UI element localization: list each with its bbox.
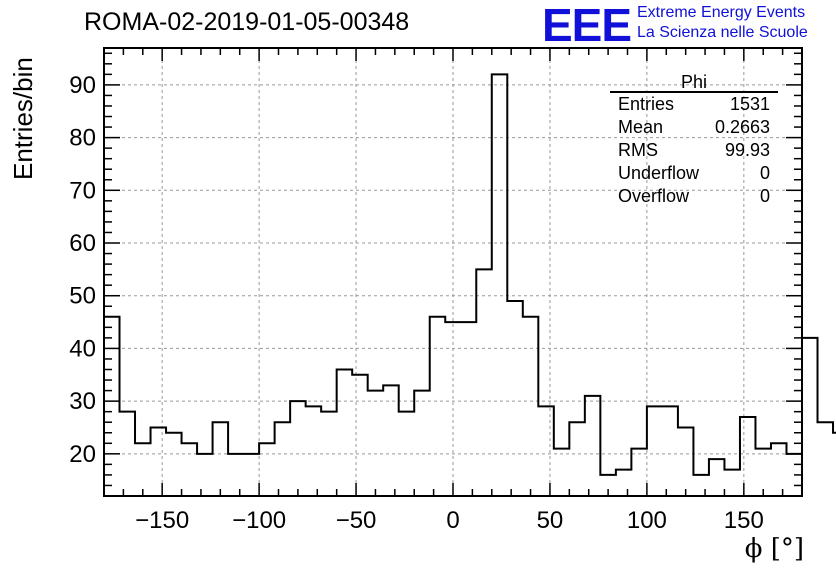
histogram-step-line [103,73,836,496]
stats-row-label: Overflow [618,186,690,206]
y-tick-label: 70 [69,177,96,204]
stats-row: Overflow 0 [618,186,770,207]
x-tick-label: 50 [537,507,564,534]
eee-logo: EEE [542,0,632,51]
stats-row: Entries 1531 [618,94,770,115]
x-axis-label: ϕ [°] [744,534,804,564]
stats-row-label: Entries [618,94,675,114]
stats-row: Mean 0.2663 [618,117,770,138]
y-tick-label: 20 [69,441,96,468]
x-tick-label: −50 [336,507,377,534]
y-tick-label: 50 [69,283,96,310]
stats-row-label: Underflow [618,163,700,183]
stats-row: Underflow 0 [618,163,770,184]
logo-caption: Extreme Energy Events La Scienza nelle S… [637,3,808,43]
x-tick-label: 100 [627,507,667,534]
x-tick-label: −100 [232,507,286,534]
grid-lines [104,48,802,496]
logo-caption-line2: La Scienza nelle Scuole [637,24,808,41]
x-tick-label: 0 [446,507,459,534]
y-tick-label: 30 [69,388,96,415]
x-tick-label: 150 [724,507,764,534]
stats-row-value: 99.93 [724,140,770,160]
stats-row-value: 1531 [729,94,770,114]
logo-caption-line1: Extreme Energy Events [637,4,806,21]
plot-frame [103,47,803,497]
stats-row-value: 0.2663 [714,117,770,137]
stats-row: RMS 99.93 [618,140,770,161]
stats-row-value: 0 [759,186,770,206]
chart-title: ROMA-02-2019-01-05-00348 [84,8,410,36]
y-tick-label: 60 [69,230,96,257]
x-tick-label: −150 [135,507,189,534]
y-tick-label: 80 [69,125,96,152]
stats-row-value: 0 [759,163,770,183]
y-axis-label: Entries/bin [8,57,38,180]
stats-title: Phi [680,72,707,92]
stats-row-label: RMS [618,140,658,160]
y-tick-label: 90 [69,72,96,99]
stats-row-label: Mean [618,117,664,137]
tick-labels: −150 −100 −50 0 50 100 150 20 30 40 50 60 70 80 90 [69,72,764,534]
y-tick-label: 40 [69,335,96,362]
